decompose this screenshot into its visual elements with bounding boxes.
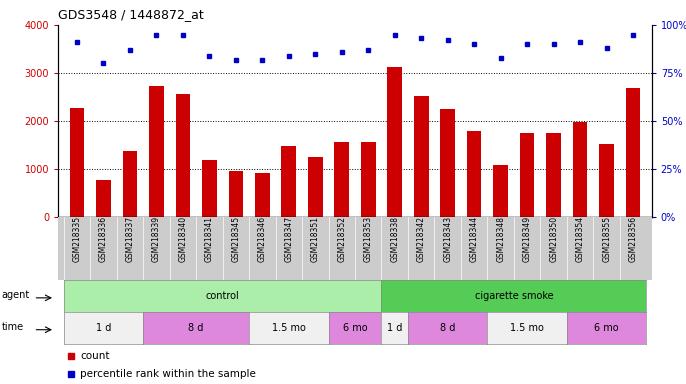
Bar [123,151,137,217]
Bar [69,109,84,217]
Bar [467,131,482,217]
Text: count: count [80,351,110,361]
Bar [176,94,190,217]
Bar [388,67,402,217]
Text: 8 d: 8 d [189,323,204,333]
Text: agent: agent [1,290,29,300]
Text: 1.5 mo: 1.5 mo [272,323,306,333]
Bar [255,173,270,217]
Text: percentile rank within the sample: percentile rank within the sample [80,369,256,379]
Bar [149,86,163,217]
Text: 1 d: 1 d [387,323,403,333]
Bar [308,157,322,217]
Bar [335,142,349,217]
Bar [361,142,375,217]
Text: 6 mo: 6 mo [594,323,619,333]
Bar [573,122,587,217]
Bar [440,109,455,217]
Bar [96,180,110,217]
Bar [626,88,641,217]
Bar [547,133,561,217]
Text: 1.5 mo: 1.5 mo [510,323,544,333]
Text: 1 d: 1 d [95,323,111,333]
Bar [202,161,217,217]
Text: 6 mo: 6 mo [343,323,367,333]
Text: GDS3548 / 1448872_at: GDS3548 / 1448872_at [58,8,204,21]
Bar [414,96,429,217]
Bar [281,146,296,217]
Text: control: control [206,291,239,301]
Bar [520,133,534,217]
Text: time: time [1,321,23,331]
Bar [600,144,614,217]
Bar [493,165,508,217]
Bar [228,171,243,217]
Text: 8 d: 8 d [440,323,456,333]
Text: cigarette smoke: cigarette smoke [475,291,554,301]
